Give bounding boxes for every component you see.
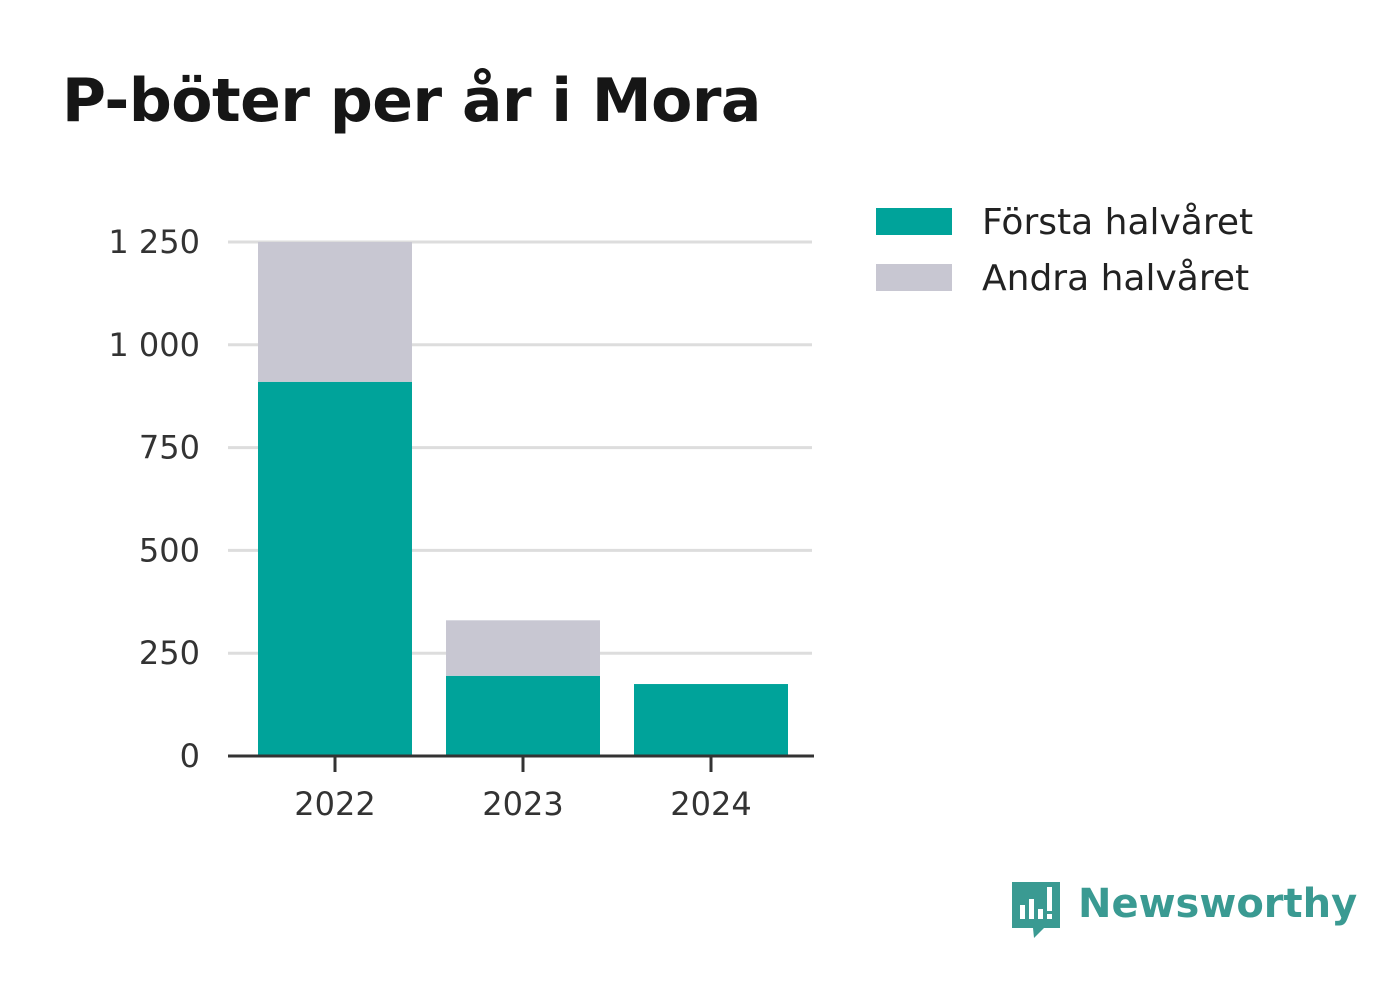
legend-swatch xyxy=(876,208,952,235)
x-tick-label: 2022 xyxy=(294,785,375,823)
y-tick-label: 1 250 xyxy=(108,223,200,261)
bar-forsta-2024 xyxy=(634,684,788,756)
y-tick-label: 750 xyxy=(139,429,200,467)
brand-logo: Newsworthy xyxy=(1012,881,1357,938)
bar-forsta-2022 xyxy=(258,381,412,756)
y-tick-label: 500 xyxy=(139,531,200,569)
x-tick-label: 2024 xyxy=(670,785,751,823)
brand-name: Newsworthy xyxy=(1078,881,1357,927)
newsworthy-logo-icon xyxy=(1012,882,1060,938)
x-axis: 2022 2023 2024 xyxy=(228,754,814,823)
y-axis: 0 250 500 750 1 000 1 250 xyxy=(108,223,200,775)
logo-bar xyxy=(1029,899,1034,919)
logo-bar xyxy=(1020,905,1025,919)
logo-bar xyxy=(1038,909,1043,919)
logo-bar xyxy=(1047,887,1052,911)
x-tick-label: 2023 xyxy=(482,785,563,823)
y-tick-label: 0 xyxy=(180,737,200,775)
logo-bar xyxy=(1047,914,1052,919)
legend-label: Första halvåret xyxy=(982,202,1253,243)
legend: Första halvåret Andra halvåret xyxy=(876,202,1253,299)
bar-forsta-2023 xyxy=(446,675,600,756)
y-tick-label: 1 000 xyxy=(108,326,200,364)
bars xyxy=(258,242,788,756)
legend-label: Andra halvåret xyxy=(982,258,1249,299)
bar-andra-2023 xyxy=(446,620,600,676)
bar-andra-2022 xyxy=(258,242,412,382)
legend-swatch xyxy=(876,264,952,291)
chart-title: P-böter per år i Mora xyxy=(62,66,761,136)
y-tick-label: 250 xyxy=(139,634,200,672)
